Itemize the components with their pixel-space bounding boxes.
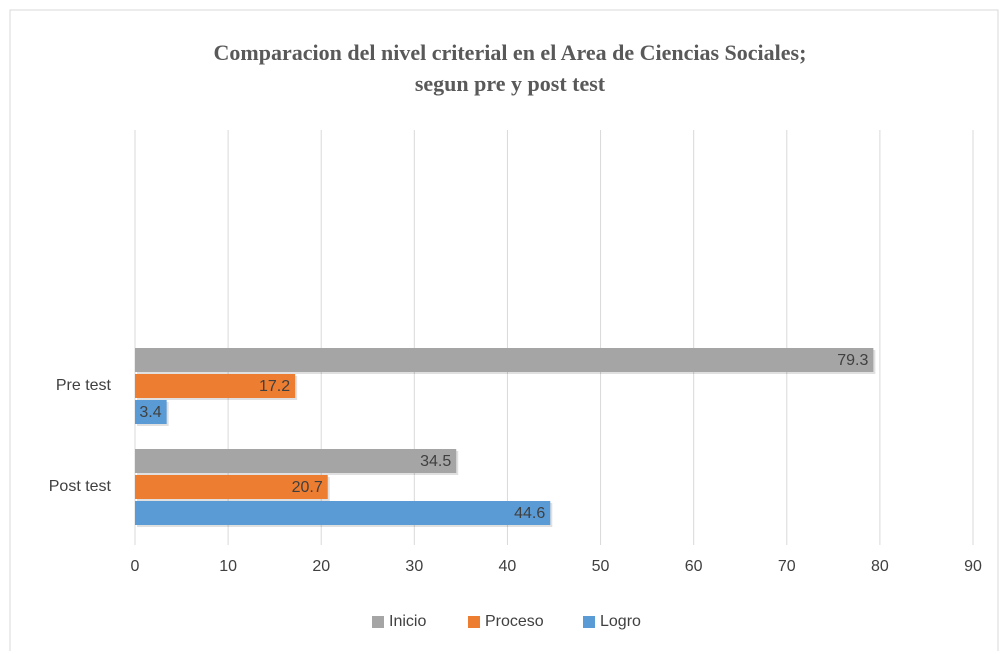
y-tick-label: Pre test	[56, 377, 112, 394]
x-tick-label: 90	[964, 558, 982, 575]
data-label: 44.6	[514, 505, 545, 522]
chart-title: Comparacion del nivel criterial en el Ar…	[214, 40, 807, 65]
x-tick-label: 50	[592, 558, 610, 575]
bar	[135, 501, 551, 525]
x-tick-label: 80	[871, 558, 889, 575]
bar	[135, 449, 457, 473]
x-tick-label: 70	[778, 558, 796, 575]
bar	[135, 374, 296, 398]
bar	[135, 348, 874, 372]
x-tick-label: 40	[499, 558, 517, 575]
data-label: 79.3	[837, 352, 868, 369]
bar	[135, 400, 167, 424]
x-tick-label: 20	[312, 558, 330, 575]
data-label: 34.5	[420, 453, 451, 470]
x-tick-label: 60	[685, 558, 703, 575]
x-tick-label: 30	[405, 558, 423, 575]
chart-border	[9, 9, 999, 651]
legend-label: Inicio	[389, 613, 426, 630]
x-tick-label: 10	[219, 558, 237, 575]
legend-label: Logro	[600, 613, 641, 630]
legend-swatch	[372, 616, 384, 628]
data-label: 3.4	[139, 404, 161, 421]
chart-title: segun pre y post test	[415, 71, 606, 96]
data-label: 20.7	[292, 479, 323, 496]
legend-label: Proceso	[485, 613, 544, 630]
bar	[135, 475, 328, 499]
y-tick-label: Post test	[49, 478, 112, 495]
x-tick-label: 0	[131, 558, 140, 575]
legend-swatch	[468, 616, 480, 628]
data-label: 17.2	[259, 378, 290, 395]
legend-swatch	[583, 616, 595, 628]
